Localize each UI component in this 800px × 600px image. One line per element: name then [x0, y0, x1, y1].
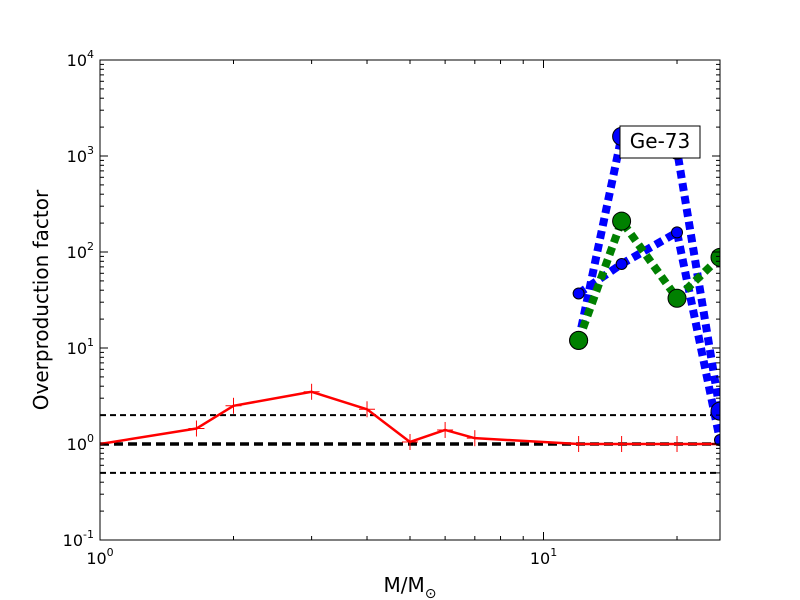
- data-point: [615, 257, 628, 270]
- labels-layer: M/M⊙ Overproduction factor: [29, 189, 436, 600]
- y-tick-label: 104: [67, 48, 94, 70]
- y-axis-label: Overproduction factor: [29, 189, 53, 410]
- y-tick-label: 101: [67, 336, 94, 358]
- y-tick-label: 100: [67, 432, 94, 454]
- data-point: [714, 434, 720, 447]
- annotation-text: Ge-73: [630, 129, 690, 153]
- data-point: [612, 211, 632, 231]
- plot-frame: [99, 59, 721, 541]
- data-point: [667, 288, 687, 308]
- x-tick-label: 101: [530, 546, 557, 568]
- series-line: [100, 390, 720, 446]
- data-point: [710, 401, 720, 421]
- annotation-box: [619, 125, 701, 159]
- annotation-layer: Ge-73: [619, 125, 701, 159]
- data-point: [572, 287, 585, 300]
- x-axis-label: M/M⊙: [384, 573, 437, 600]
- data-point: [671, 226, 684, 239]
- series-line: [574, 212, 720, 342]
- y-tick-label: 102: [67, 240, 94, 262]
- y-tick-label: 103: [67, 144, 94, 166]
- x-tick-label: 100: [86, 546, 113, 568]
- data-point: [710, 247, 720, 267]
- y-tick-label: 10-1: [63, 528, 94, 550]
- data-point: [569, 330, 589, 350]
